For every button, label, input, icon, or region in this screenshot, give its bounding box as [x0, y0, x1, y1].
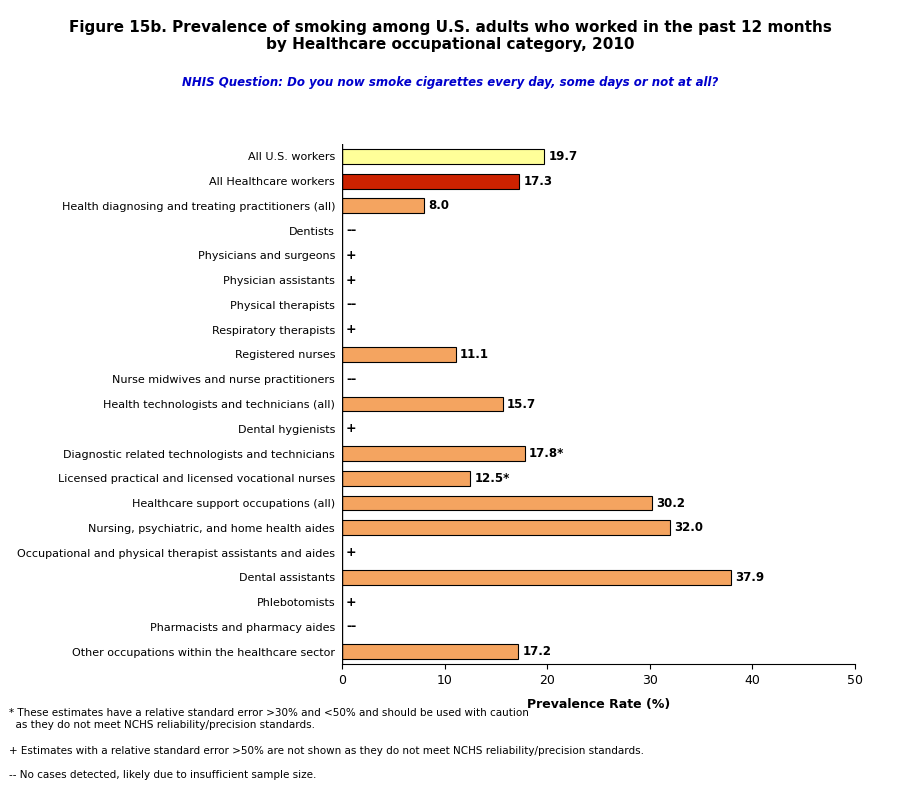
X-axis label: Prevalence Rate (%): Prevalence Rate (%): [526, 698, 670, 711]
Text: 15.7: 15.7: [508, 398, 536, 410]
Text: 17.3: 17.3: [524, 174, 553, 188]
Bar: [342, 471, 470, 486]
Text: +: +: [346, 546, 356, 559]
Text: --: --: [346, 373, 356, 386]
Text: 32.0: 32.0: [674, 522, 704, 534]
Text: --: --: [346, 224, 356, 237]
Bar: [342, 149, 544, 164]
Text: 17.2: 17.2: [523, 645, 552, 658]
Text: 17.8*: 17.8*: [528, 447, 564, 460]
Text: 11.1: 11.1: [460, 348, 489, 361]
Text: 37.9: 37.9: [735, 571, 764, 584]
Bar: [342, 347, 456, 362]
Bar: [342, 397, 503, 411]
Text: +: +: [346, 422, 356, 435]
Text: 12.5*: 12.5*: [474, 472, 509, 485]
Bar: [342, 198, 424, 214]
Text: * These estimates have a relative standard error >30% and <50% and should be use: * These estimates have a relative standa…: [9, 708, 529, 730]
Text: --: --: [346, 620, 356, 634]
Text: NHIS Question: Do you now smoke cigarettes every day, some days or not at all?: NHIS Question: Do you now smoke cigarett…: [182, 76, 718, 89]
Text: -- No cases detected, likely due to insufficient sample size.: -- No cases detected, likely due to insu…: [9, 770, 317, 779]
Bar: [342, 570, 731, 585]
Text: --: --: [346, 298, 356, 311]
Bar: [342, 496, 652, 510]
Text: 19.7: 19.7: [548, 150, 578, 163]
Text: +: +: [346, 249, 356, 262]
Bar: [342, 644, 518, 659]
Text: 30.2: 30.2: [656, 497, 685, 510]
Bar: [342, 446, 525, 461]
Text: +: +: [346, 274, 356, 286]
Text: 8.0: 8.0: [428, 199, 449, 213]
Text: Figure 15b. Prevalence of smoking among U.S. adults who worked in the past 12 mo: Figure 15b. Prevalence of smoking among …: [68, 20, 832, 53]
Text: +: +: [346, 323, 356, 336]
Text: + Estimates with a relative standard error >50% are not shown as they do not mee: + Estimates with a relative standard err…: [9, 746, 644, 755]
Bar: [342, 520, 670, 535]
Bar: [342, 174, 519, 189]
Text: +: +: [346, 595, 356, 609]
